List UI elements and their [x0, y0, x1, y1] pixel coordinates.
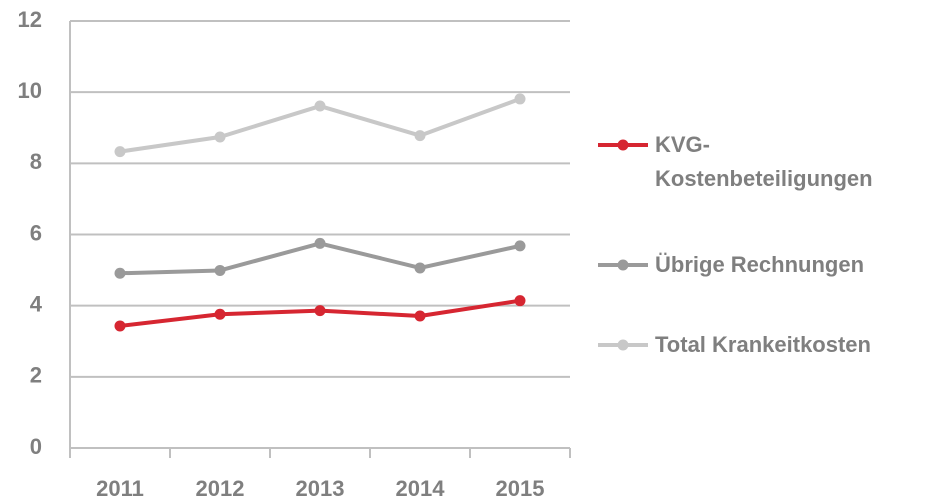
y-tick-label: 2: [30, 363, 42, 388]
x-tick-label: 2015: [496, 476, 545, 501]
legend-label: Total Krankeitkosten: [655, 332, 871, 357]
point: [214, 308, 226, 320]
point: [114, 146, 126, 158]
point: [314, 305, 326, 317]
x-tick-label: 2014: [396, 476, 446, 501]
point: [214, 131, 226, 143]
point: [114, 320, 126, 332]
y-tick-label: 6: [30, 220, 42, 245]
point: [514, 240, 526, 252]
y-tick-label: 0: [30, 434, 42, 459]
point: [414, 310, 426, 322]
legend-marker: [617, 139, 629, 151]
point: [314, 100, 326, 112]
y-tick-label: 8: [30, 149, 42, 174]
x-tick-label: 2012: [196, 476, 245, 501]
point: [514, 295, 526, 307]
x-tick-label: 2013: [296, 476, 345, 501]
point: [414, 130, 426, 142]
legend-marker: [617, 259, 629, 271]
legend-label: Übrige Rechnungen: [655, 252, 865, 277]
point: [414, 262, 426, 274]
legend-label: KVG-Kostenbeteiligungen: [655, 132, 873, 191]
point: [114, 267, 126, 279]
point: [314, 237, 326, 249]
y-tick-label: 12: [18, 7, 42, 32]
point: [214, 264, 226, 276]
y-tick-label: 4: [30, 291, 43, 316]
point: [514, 93, 526, 105]
y-tick-label: 10: [18, 78, 42, 103]
legend-marker: [617, 339, 629, 351]
x-tick-label: 2011: [96, 476, 144, 501]
